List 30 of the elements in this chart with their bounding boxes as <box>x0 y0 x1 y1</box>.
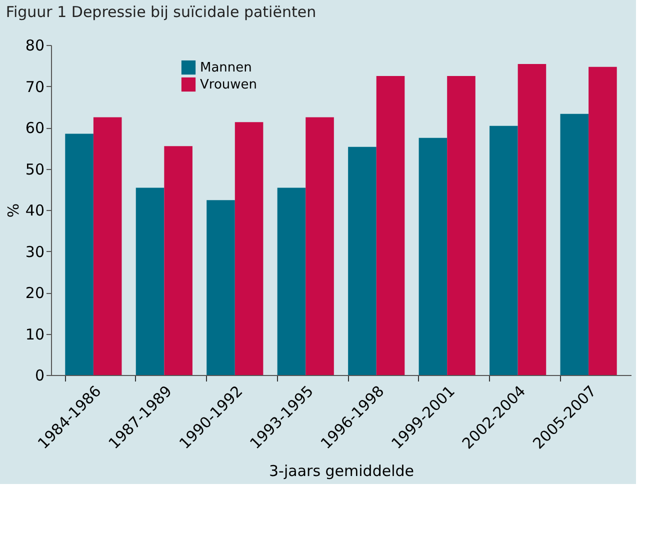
legend-label: Mannen <box>200 60 252 76</box>
bar <box>93 117 122 375</box>
chart-title: Figuur 1 Depressie bij suïcidale patiënten <box>6 3 316 21</box>
bar <box>376 76 405 375</box>
y-tick-label: 80 <box>25 36 44 54</box>
bar <box>164 146 192 375</box>
bar <box>65 134 94 375</box>
y-tick-label: 40 <box>25 202 44 220</box>
bar <box>234 122 264 375</box>
y-tick-label: 20 <box>25 284 44 302</box>
bar <box>447 76 476 375</box>
y-axis-title: % <box>4 203 22 218</box>
bar <box>206 200 235 375</box>
bar <box>136 188 164 375</box>
bar <box>306 117 334 375</box>
y-tick-label: 30 <box>25 242 44 261</box>
bar <box>490 126 518 375</box>
bar <box>588 66 617 375</box>
bar <box>560 114 589 375</box>
y-tick-label: 50 <box>25 160 44 178</box>
bar <box>518 64 546 375</box>
legend-label: Vrouwen <box>200 78 258 92</box>
bar <box>418 138 448 375</box>
y-tick-label: 0 <box>34 366 44 384</box>
y-tick-label: 10 <box>25 325 44 344</box>
bar <box>277 188 306 375</box>
x-axis-title: 3-jaars gemiddelde <box>269 462 414 480</box>
bar <box>348 146 376 375</box>
y-tick-label: 60 <box>25 119 44 137</box>
y-tick-label: 70 <box>25 78 44 96</box>
